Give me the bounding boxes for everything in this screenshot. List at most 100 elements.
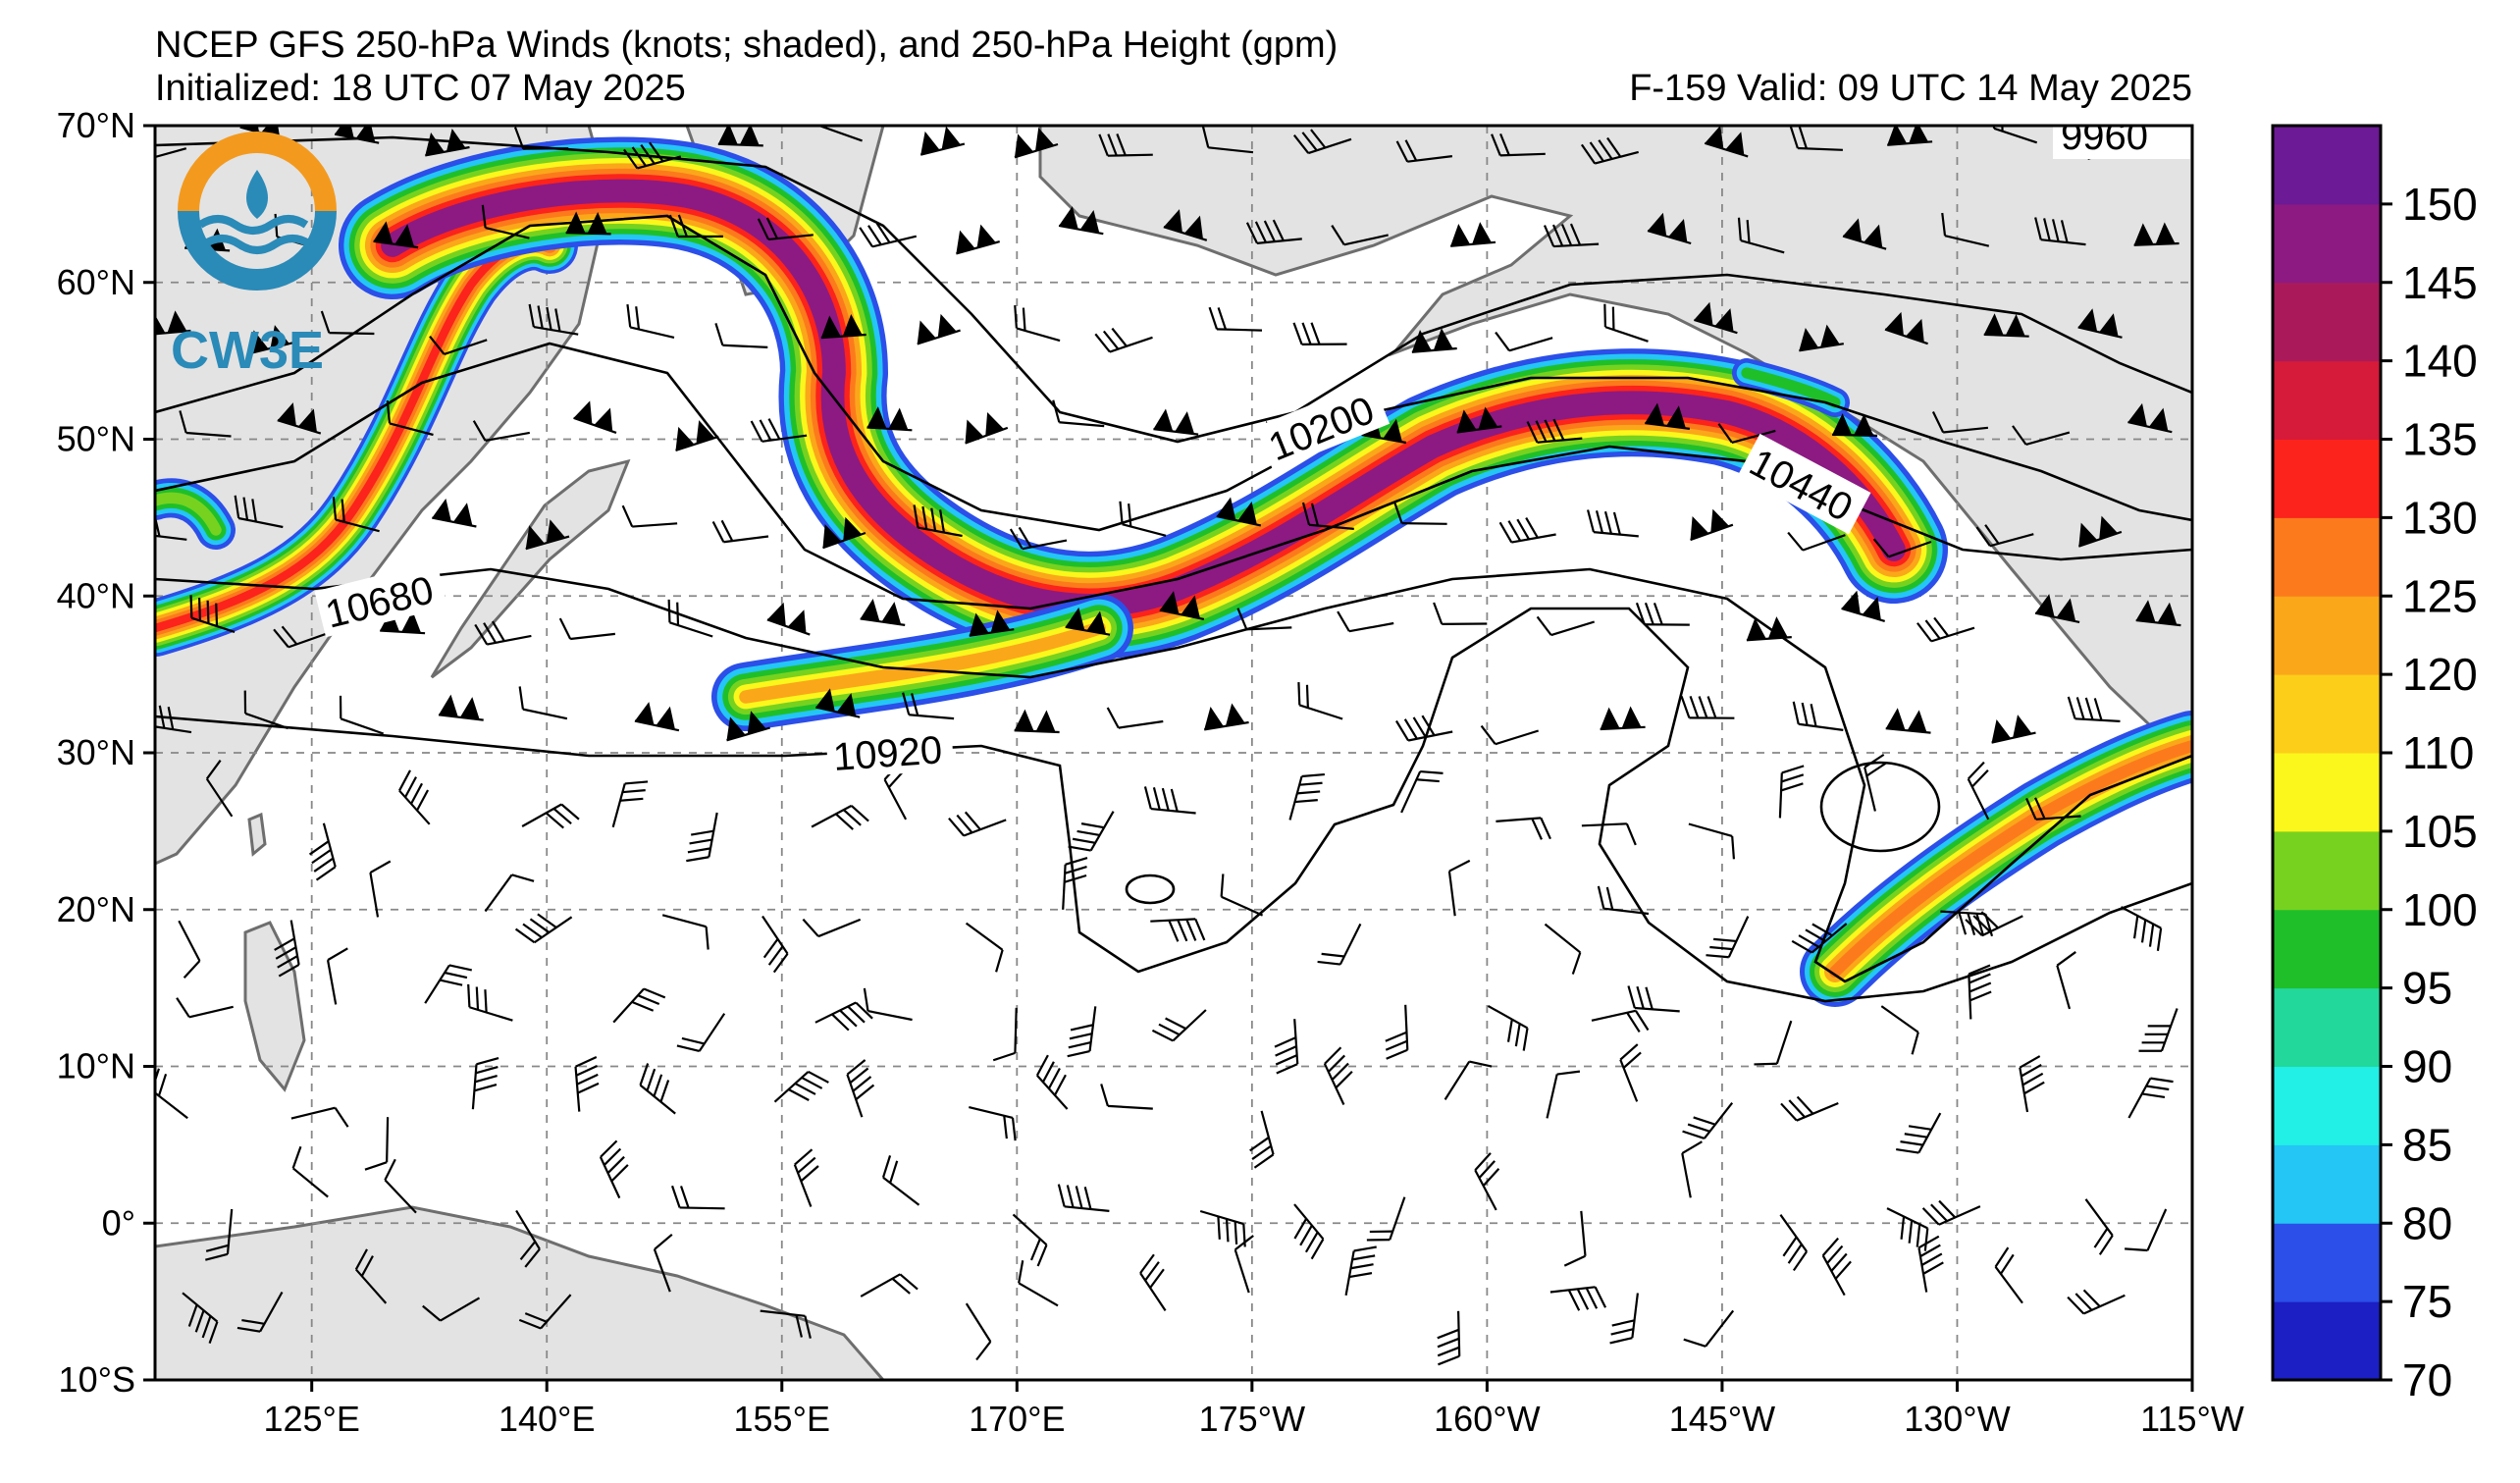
wind-barb bbox=[969, 609, 1015, 637]
wind-barb bbox=[1603, 303, 1649, 343]
wind-barb bbox=[1885, 708, 1931, 734]
wind-barb bbox=[1317, 923, 1362, 966]
wind-barb bbox=[965, 412, 1009, 445]
wind-barb bbox=[308, 822, 337, 881]
wind-barb bbox=[670, 1185, 725, 1210]
wind-barb bbox=[1058, 206, 1104, 236]
wind-barb bbox=[1754, 1020, 1793, 1066]
wind-barb bbox=[711, 519, 769, 544]
colorbar-bin bbox=[2273, 1223, 2381, 1302]
wind-barb bbox=[467, 983, 513, 1022]
lat-tick-label: 50°N bbox=[57, 419, 135, 459]
wind-barb bbox=[1546, 1070, 1581, 1119]
wind-barb bbox=[1139, 1253, 1167, 1312]
wind-barb bbox=[965, 922, 1004, 973]
wind-barb bbox=[1018, 1260, 1059, 1307]
wind-barb bbox=[757, 217, 814, 241]
wind-barb bbox=[948, 811, 1007, 837]
wind-barb bbox=[1274, 1019, 1299, 1075]
jet-band bbox=[155, 492, 222, 536]
wind-barb bbox=[2056, 951, 2076, 1010]
wind-barb bbox=[1411, 328, 1457, 353]
wind-barb bbox=[1437, 1310, 1461, 1366]
wind-barb bbox=[1119, 501, 1167, 537]
wind-barb bbox=[773, 1070, 829, 1103]
land-japan bbox=[430, 458, 631, 679]
wind-barb bbox=[1787, 531, 1846, 552]
wind-barb bbox=[623, 141, 682, 170]
colorbar-bin bbox=[2273, 1301, 2381, 1381]
wind-barb bbox=[438, 694, 484, 721]
wind-barb bbox=[1292, 129, 1352, 155]
wind-barb bbox=[518, 686, 568, 720]
wind-barb bbox=[176, 997, 234, 1019]
land-philippines bbox=[243, 921, 306, 1092]
wind-barb bbox=[2127, 402, 2173, 434]
wind-barb bbox=[639, 1063, 676, 1115]
jet-streak bbox=[1800, 711, 2192, 1007]
title-initialized: Initialized: 18 UTC 07 May 2025 bbox=[155, 68, 686, 109]
wind-barb bbox=[2077, 515, 2123, 548]
wind-barb bbox=[626, 304, 675, 339]
height-contours bbox=[155, 135, 2192, 1003]
colorbar-bin bbox=[2273, 753, 2381, 832]
wind-barb bbox=[273, 625, 332, 649]
wind-barb bbox=[846, 1059, 875, 1118]
wind-barb bbox=[1245, 219, 1302, 244]
wind-barb bbox=[1106, 707, 1164, 729]
wind-barb bbox=[1779, 1214, 1809, 1272]
logo-text: CW3E bbox=[171, 321, 324, 380]
wind-barb bbox=[291, 1145, 329, 1198]
wind-barb bbox=[274, 920, 300, 978]
wind-barb bbox=[1204, 703, 1249, 731]
colorbar-tick-label: 70 bbox=[2402, 1354, 2452, 1405]
lat-tick-label: 10°N bbox=[57, 1046, 135, 1086]
wind-barb bbox=[1706, 916, 1750, 959]
logo-ring-blue bbox=[178, 210, 337, 291]
wind-barb bbox=[992, 1007, 1018, 1062]
wind-barb bbox=[1627, 985, 1680, 1013]
lat-tick-label: 40°N bbox=[57, 575, 135, 615]
lon-tick-label: 160°W bbox=[1434, 1399, 1540, 1439]
wind-barb bbox=[2135, 600, 2181, 627]
logo-waves bbox=[197, 215, 313, 254]
wind-barb bbox=[1394, 715, 1453, 742]
wind-barb bbox=[1581, 822, 1637, 846]
logo-ring-orange bbox=[178, 132, 337, 212]
wind-barb bbox=[611, 780, 649, 828]
colorbar-bin bbox=[2273, 282, 2381, 362]
wind-barb bbox=[528, 303, 579, 336]
wind-barb bbox=[802, 918, 862, 938]
wind-barb bbox=[1491, 132, 1546, 157]
wind-barb bbox=[1395, 139, 1453, 163]
wind-barb bbox=[1234, 1235, 1254, 1294]
wind-barb bbox=[1880, 1005, 1919, 1055]
wind-barb bbox=[1917, 1235, 1944, 1293]
wind-barb bbox=[913, 504, 963, 538]
colorbar-tick-label: 95 bbox=[2402, 963, 2452, 1014]
logo-drop-icon bbox=[246, 170, 268, 219]
wind-barb bbox=[1645, 402, 1691, 430]
wind-barb bbox=[320, 310, 375, 336]
wind-barb bbox=[518, 1294, 572, 1330]
longitude-axis: 125°E 140°E 155°E 170°E 175°W 160°W 145°W 130°W… bbox=[263, 1380, 2244, 1439]
wind-barb bbox=[667, 599, 713, 638]
wind-barb bbox=[1983, 313, 2029, 338]
wind-barb bbox=[793, 1148, 819, 1207]
wind-barb bbox=[1151, 1009, 1207, 1042]
jet-streaks bbox=[155, 136, 2192, 1007]
wind-barb bbox=[820, 314, 866, 340]
wind-barb bbox=[1199, 1209, 1246, 1247]
wind-barb bbox=[1344, 1245, 1377, 1296]
wind-barb bbox=[1496, 817, 1551, 840]
wind-barb bbox=[815, 688, 861, 718]
wind-barb bbox=[917, 313, 961, 345]
wind-barb bbox=[717, 126, 763, 147]
wind-barb bbox=[956, 224, 1000, 255]
wind-barb bbox=[2077, 308, 2123, 339]
wind-barb bbox=[234, 495, 284, 529]
wind-barb bbox=[1301, 502, 1354, 530]
wind-barb bbox=[1681, 1140, 1703, 1198]
wind-barb bbox=[1931, 410, 1989, 434]
